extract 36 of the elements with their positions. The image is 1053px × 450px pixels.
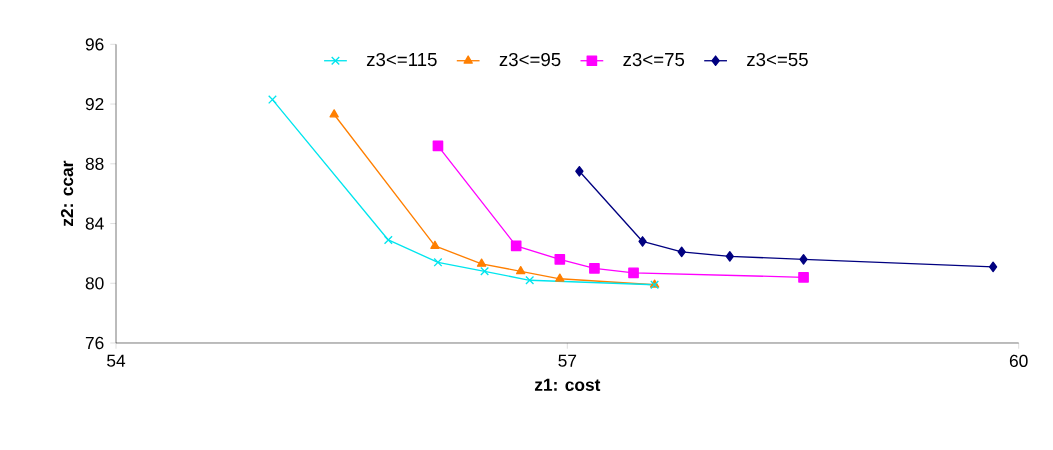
point [476, 258, 487, 267]
x-tick-label: 54 [107, 354, 126, 367]
point [329, 109, 339, 118]
point [798, 271, 809, 283]
point [383, 235, 393, 245]
legend-label: z3<=55 [747, 52, 808, 67]
y-axis-title: z2: ccar [60, 160, 74, 227]
point [677, 246, 686, 258]
point [268, 95, 277, 105]
legend-label: z3<=115 [366, 52, 437, 67]
point [430, 240, 440, 249]
point [554, 254, 566, 265]
legend-label: z3<=95 [499, 52, 561, 67]
y-tick-label: 80 [85, 277, 104, 290]
point [799, 254, 808, 265]
point [725, 251, 734, 262]
point [589, 263, 600, 274]
y-tick-label: 76 [85, 336, 104, 350]
point [555, 273, 565, 282]
y-tick-label: 92 [85, 97, 104, 111]
point [433, 257, 443, 267]
legend-label: z3<=75 [623, 52, 685, 67]
x-tick-label: 60 [1009, 354, 1028, 368]
y-tick-label: 84 [85, 217, 104, 230]
y-tick-label: 96 [85, 38, 104, 51]
point [525, 275, 535, 285]
point [988, 261, 998, 273]
point [575, 165, 584, 177]
point [515, 265, 526, 275]
x-axis-title: z1: cost [534, 378, 601, 391]
point [510, 240, 522, 252]
point [628, 267, 639, 279]
y-tick-label: 88 [85, 157, 104, 170]
point [638, 236, 647, 247]
point [480, 266, 490, 276]
x-tick-label: 57 [558, 354, 577, 367]
